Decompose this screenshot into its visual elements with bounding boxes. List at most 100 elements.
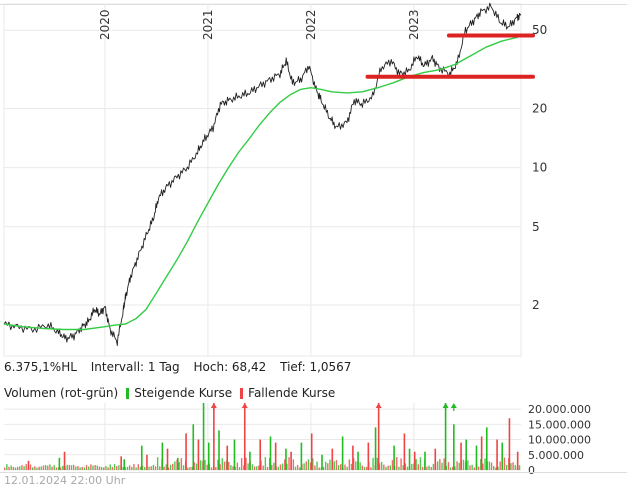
volume-bar-down (185, 433, 187, 470)
volume-bar-minor (281, 463, 284, 470)
volume-bar-minor (232, 466, 234, 470)
volume-bar-minor (150, 466, 152, 470)
volume-bar-minor (105, 466, 107, 470)
volume-bar-minor (385, 466, 387, 470)
volume-bar-minor (268, 458, 271, 470)
volume-bar-down (480, 436, 483, 470)
volume-bar-minor (346, 466, 348, 470)
volume-bar-minor (200, 460, 202, 470)
volume-bar-minor (370, 467, 372, 470)
price-y-tick-label: 20 (532, 101, 547, 115)
volume-bar-minor (96, 465, 99, 470)
price-y-tick-label: 2 (532, 298, 540, 312)
volume-bar-minor (4, 467, 6, 470)
volume-bar-minor (159, 466, 161, 470)
volume-bar-down (120, 456, 122, 470)
volume-bar-minor (228, 462, 230, 470)
volume-bar-minor (154, 466, 157, 470)
volume-bar-up (140, 445, 143, 470)
price-x-tick-label: 2022 (304, 9, 318, 40)
volume-legend: Volumen (rot-grün) Steigende Kurse Falle… (4, 385, 335, 401)
volume-bar-minor (484, 458, 486, 470)
price-series-line (3, 2, 522, 347)
volume-bar-down (413, 451, 416, 470)
volume-bar-minor (495, 467, 497, 470)
volume-bar-down (243, 403, 246, 470)
volume-bar-minor (256, 466, 258, 470)
volume-bar-minor (223, 461, 226, 470)
volume-bar-up (501, 442, 504, 470)
volume-bar-minor (288, 457, 290, 470)
volume-bar-down (516, 451, 519, 470)
volume-bar-minor (449, 467, 452, 470)
volume-bar-minor (421, 466, 424, 470)
volume-bar-minor (303, 463, 305, 470)
volume-bar-minor (126, 466, 129, 470)
volume-up-label: Steigende Kurse (134, 386, 233, 400)
price-x-tick-label: 2023 (407, 9, 421, 40)
info-high: Hoch: 68,42 (193, 360, 267, 374)
volume-bar-minor (14, 467, 17, 470)
volume-bar-minor (111, 466, 114, 470)
volume-bar-up (465, 439, 467, 470)
volume-bar-minor (81, 466, 83, 470)
volume-bar-minor (38, 466, 40, 470)
volume-bar-up (249, 451, 251, 470)
volume-bar-minor (480, 459, 482, 470)
volume-up-swatch (126, 387, 130, 399)
volume-bar-minor (456, 461, 458, 470)
volume-bar-minor (215, 467, 217, 470)
volume-bar-minor (57, 467, 60, 470)
volume-bar-minor (219, 464, 221, 470)
volume-bar-minor (178, 462, 180, 470)
volume-bar-down (496, 439, 498, 470)
volume-y-tick-label: 10.000.000 (528, 434, 591, 447)
volume-bar-minor (348, 459, 351, 470)
volume-bar-minor (264, 457, 267, 470)
volume-bar-minor (292, 459, 295, 470)
volume-bar-minor (6, 464, 8, 470)
volume-bar-minor (90, 464, 92, 470)
volume-overflow-arrow-head (375, 403, 382, 408)
volume-bar-minor (122, 467, 124, 470)
volume-bar-minor (329, 459, 331, 470)
volume-bar-minor (411, 463, 413, 470)
volume-bar-minor (169, 464, 172, 470)
volume-bar-minor (191, 466, 193, 470)
volume-bar-minor (359, 462, 361, 470)
price-y-tick-label: 5 (532, 220, 540, 234)
volume-bar-minor (439, 458, 441, 470)
volume-bar-minor (417, 464, 419, 470)
moving-average-line (3, 34, 522, 331)
volume-bar-minor (447, 462, 450, 470)
volume-bar-minor (165, 464, 167, 470)
volume-bar-up (161, 442, 164, 470)
volume-bar-minor (167, 467, 170, 470)
volume-bar-down (403, 433, 406, 470)
volume-bar-minor (415, 459, 417, 470)
volume-bar-minor (402, 465, 404, 470)
volume-bar-minor (340, 464, 342, 470)
volume-bar-minor (60, 467, 62, 470)
volume-down-label: Fallende Kurse (248, 386, 336, 400)
volume-bar-down (213, 403, 215, 470)
volume-bar-minor (262, 465, 264, 470)
volume-bar-minor (318, 467, 320, 470)
volume-bar-minor (8, 466, 10, 470)
volume-bar-minor (152, 464, 155, 470)
volume-bar-minor (62, 465, 64, 470)
volume-bar-minor (16, 466, 19, 470)
volume-overflow-arrow-head (442, 403, 449, 408)
volume-bar-minor (454, 466, 456, 470)
volume-bar-minor (316, 461, 318, 470)
volume-bar-down (27, 460, 30, 470)
volume-bar-minor (482, 463, 484, 470)
volume-bar-minor (296, 465, 299, 470)
volume-bar-minor (398, 466, 400, 470)
volume-bar-minor (210, 467, 213, 470)
volume-legend-title: Volumen (rot-grün) (4, 386, 119, 400)
volume-bar-minor (182, 465, 185, 470)
volume-bar-minor (124, 467, 127, 470)
volume-bar-minor (79, 467, 81, 470)
volume-bar-minor (443, 458, 445, 470)
